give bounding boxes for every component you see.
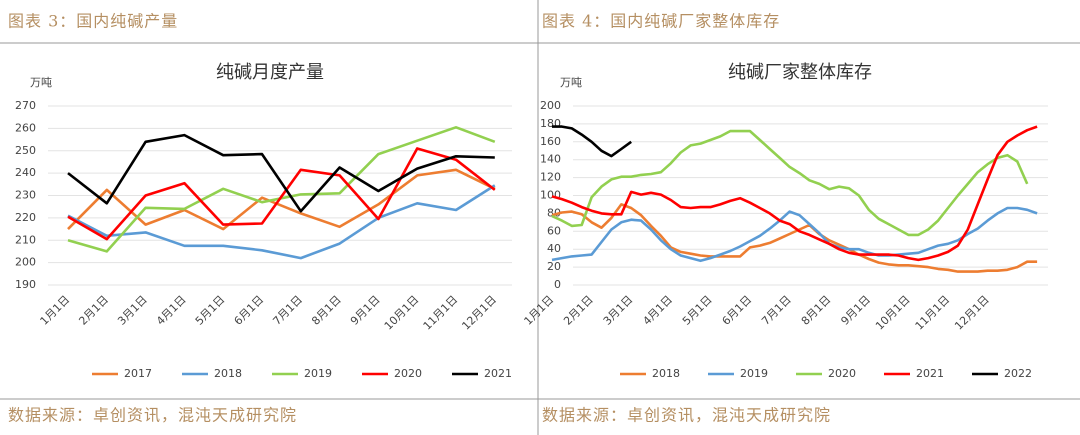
x-tick-label: 7月1日 [270,293,305,328]
legend-label: 2022 [1004,367,1032,380]
series-line [551,129,1029,237]
caption: 图表 4：国内纯碱厂家整体库存 [542,12,780,31]
x-tick-label: 9月1日 [348,293,383,328]
x-tick-label: 1月1日 [38,293,73,328]
series-line [551,203,1038,273]
series-line [67,133,495,213]
y-axis-label: 万吨 [30,76,52,89]
y-tick-label: 200 [15,256,36,269]
series-line [67,168,496,231]
x-tick-label: 6月1日 [720,293,755,328]
x-tick-label: 1月1日 [522,293,557,328]
y-tick-label: 120 [540,171,561,184]
y-axis-label: 万吨 [560,76,582,89]
x-tick-label: 11月1日 [913,293,953,333]
legend-label: 2017 [124,367,152,380]
x-tick-label: 2月1日 [561,293,596,328]
y-tick-label: 100 [540,189,561,202]
y-tick-label: 60 [547,224,561,237]
y-tick-label: 260 [15,121,36,134]
x-tick-label: 5月1日 [193,293,228,328]
legend-label: 2020 [828,367,856,380]
y-tick-label: 250 [15,144,36,157]
source: 数据来源：卓创资讯，混沌天成研究院 [8,406,297,425]
x-tick-label: 5月1日 [680,293,715,328]
y-tick-label: 210 [15,233,36,246]
x-tick-label: 8月1日 [799,293,834,328]
series-line [67,184,496,260]
x-tick-label: 4月1日 [154,293,189,328]
y-tick-label: 190 [15,278,36,291]
x-tick-label: 2月1日 [76,293,111,328]
y-tick-label: 80 [547,206,561,219]
x-tick-label: 11月1日 [421,293,461,333]
legend-label: 2021 [916,367,944,380]
x-tick-label: 12月1日 [952,293,992,333]
x-tick-label: 3月1日 [601,293,636,328]
legend-label: 2019 [304,367,332,380]
y-tick-label: 0 [554,278,561,291]
y-tick-label: 40 [547,242,561,255]
series-line [67,147,496,241]
source: 数据来源：卓创资讯，混沌天成研究院 [542,406,831,425]
legend-label: 2019 [740,367,768,380]
x-tick-label: 9月1日 [838,293,873,328]
x-tick-label: 12月1日 [459,293,499,333]
x-tick-label: 10月1日 [873,293,913,333]
series-line [551,125,1038,262]
caption: 图表 3：国内纯碱产量 [8,12,178,31]
x-tick-label: 8月1日 [309,293,344,328]
chart-title: 纯碱月度产量 [216,62,324,83]
y-tick-label: 160 [540,135,561,148]
legend-label: 2018 [652,367,680,380]
legend-label: 2018 [214,367,242,380]
legend-label: 2021 [484,367,512,380]
y-tick-label: 230 [15,189,36,202]
y-tick-label: 220 [15,211,36,224]
y-tick-label: 270 [15,99,36,112]
x-tick-label: 3月1日 [115,293,150,328]
series-line [551,206,1038,263]
y-tick-label: 20 [547,260,561,273]
x-tick-label: 4月1日 [640,293,675,328]
x-tick-label: 10月1日 [382,293,422,333]
y-tick-label: 200 [540,99,561,112]
series-line [552,125,632,158]
y-tick-label: 140 [540,153,561,166]
legend-label: 2020 [394,367,422,380]
y-tick-label: 240 [15,166,36,179]
x-tick-label: 7月1日 [759,293,794,328]
x-tick-label: 6月1日 [232,293,267,328]
chart-title: 纯碱厂家整体库存 [728,62,872,83]
y-tick-label: 180 [540,117,561,130]
